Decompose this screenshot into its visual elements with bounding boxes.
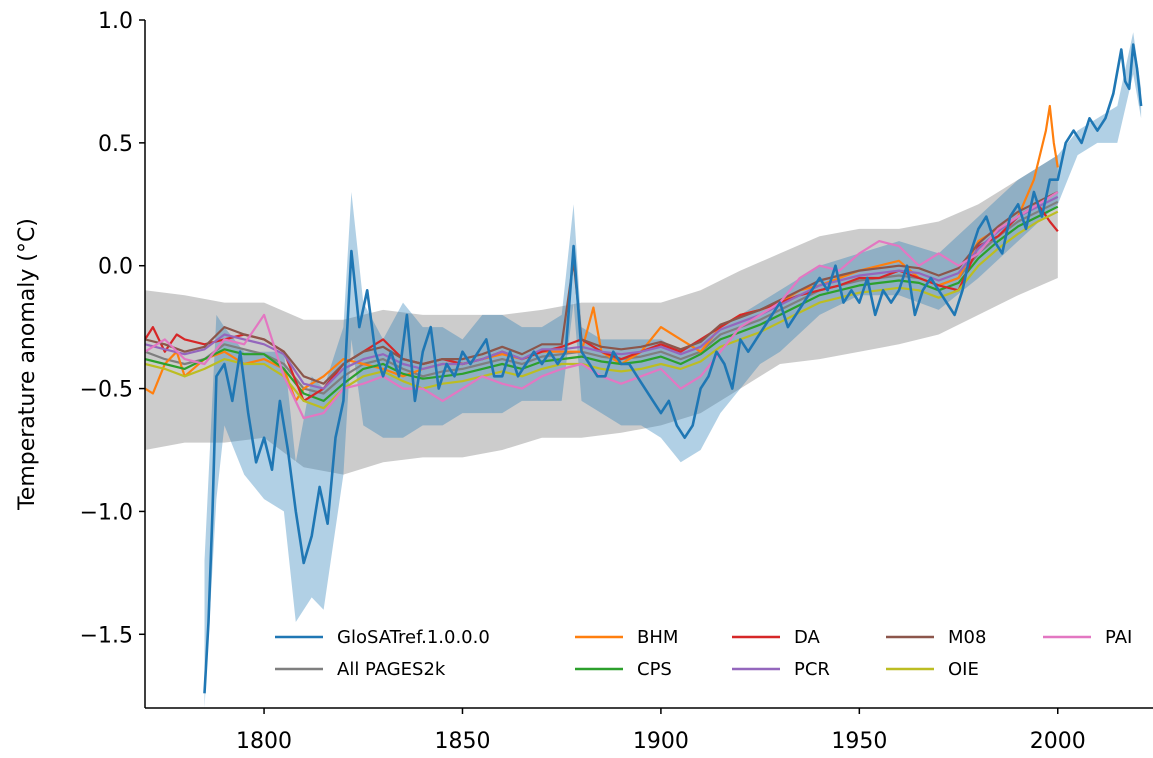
y-tick-label: 1.0 <box>98 9 133 34</box>
x-tick-label: 1800 <box>236 729 292 754</box>
legend-label-bhm: BHM <box>637 627 678 648</box>
legend-label-all-pages2k: All PAGES2k <box>337 659 446 680</box>
series-line-glosatref-1-0-0-0 <box>203 43 1143 694</box>
uncertainty-bands <box>145 32 1142 708</box>
band-glosatref-1-0-0-0 <box>204 32 1142 708</box>
y-tick-label: 0.5 <box>98 132 133 157</box>
legend-label-oie: OIE <box>948 659 979 680</box>
y-axis-label: Temperature anomaly (°C) <box>15 218 40 511</box>
x-tick-label: 1850 <box>434 729 490 754</box>
axes: 1800 1850 1900 1950 2000 1.0 0.5 0.0 −0.5 −1.0 −1.… <box>15 9 1153 754</box>
y-tick-label: 0.0 <box>98 255 133 280</box>
series-line-all-pages2k <box>145 200 1059 395</box>
legend: GloSATref.1.0.0.0 All PAGES2k BHM CPS DA PCR M… <box>275 627 1132 680</box>
x-tick-label: 1950 <box>831 729 887 754</box>
band-all-pages2k <box>145 155 1058 475</box>
legend-label-pai: PAI <box>1105 627 1132 648</box>
y-tick-label: −1.5 <box>80 623 133 648</box>
y-tick-label: −0.5 <box>80 378 133 403</box>
series-lines <box>145 43 1143 694</box>
series-line-oie <box>145 210 1059 410</box>
legend-label-da: DA <box>794 627 821 648</box>
y-tick-label: −1.0 <box>80 500 133 525</box>
legend-label-pcr: PCR <box>794 659 830 680</box>
x-tick-label: 2000 <box>1030 729 1086 754</box>
x-tick-label: 1900 <box>633 729 689 754</box>
legend-label-cps: CPS <box>637 659 672 680</box>
legend-label-m08: M08 <box>948 627 986 648</box>
series-line-m08 <box>145 191 1059 385</box>
legend-label-glosatref-1-0-0-0: GloSATref.1.0.0.0 <box>337 627 490 648</box>
